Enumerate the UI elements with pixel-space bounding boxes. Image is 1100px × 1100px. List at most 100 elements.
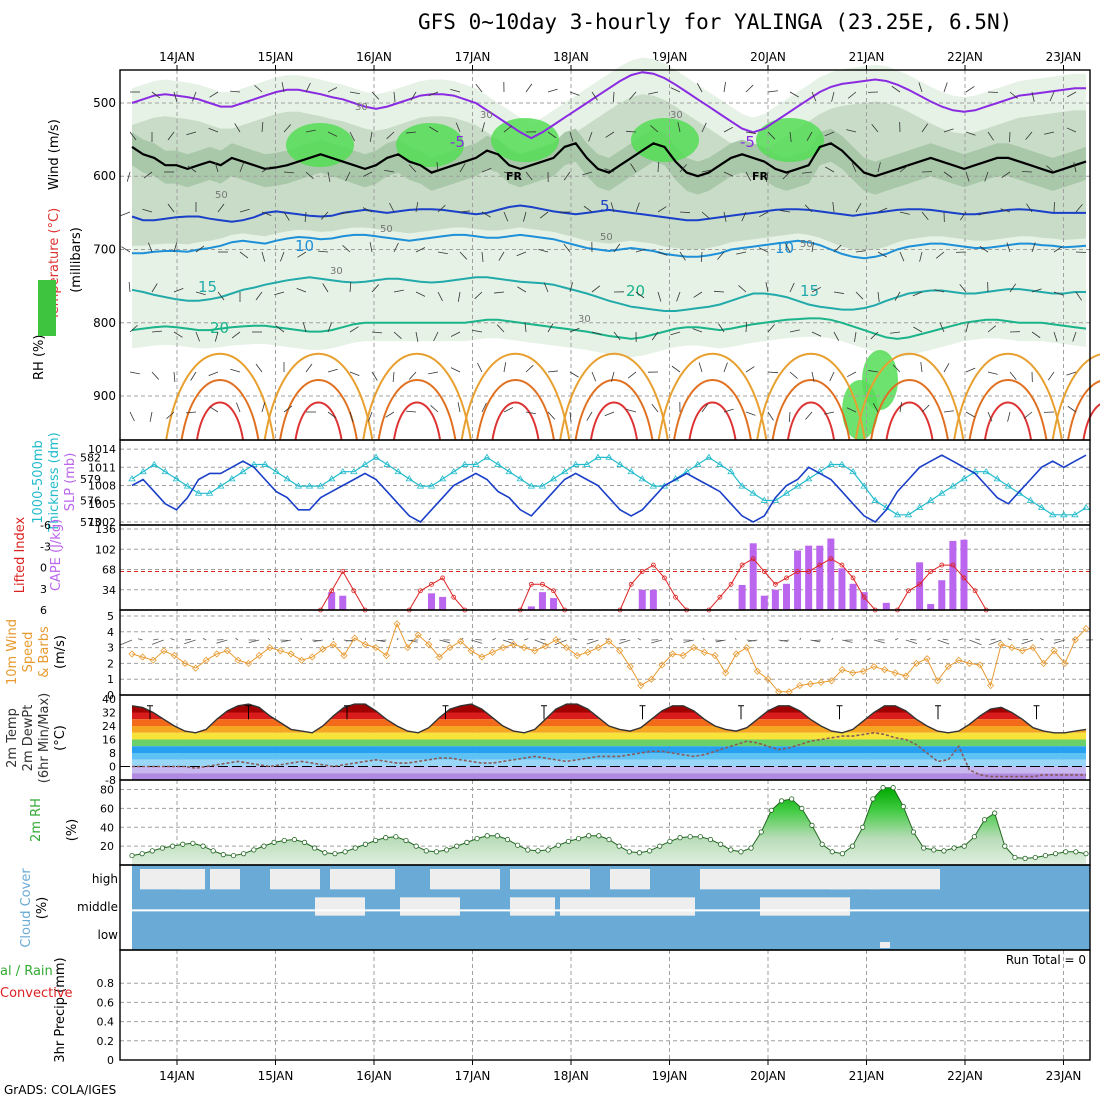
wind-barb [389,202,395,213]
wind-barb [713,290,725,293]
wind-barb [657,206,667,213]
wind-speed-point [976,661,984,669]
lifted-index-point [551,588,556,594]
wind-speed-point [1008,644,1016,652]
wind-barb [349,282,352,293]
wind-barb [481,211,491,218]
rh-high-blob [396,123,464,167]
wind-barb [393,91,396,102]
slp-ylabel-group: 1000-500mb Thickness (dm) SLP (mb) [31,432,78,532]
wind-barb [767,411,774,421]
rh-point [291,836,297,843]
wind-speed-point [1018,647,1026,655]
wind-speed-point [552,636,560,644]
wind-ylabel: 10m Wind [5,619,20,685]
wind-barb [481,251,484,262]
wind-barb [921,123,929,133]
temp-ylabel: 2m DewPt [21,705,36,772]
rh-point [931,847,937,853]
cape-ylabel: CAPE (J/kg) [49,519,64,591]
wind-barb [676,291,681,302]
lifted-index-point [817,562,823,568]
rh-point [819,841,825,847]
wind-barb [1025,131,1033,140]
thickness-point [505,467,513,475]
rh-point [372,837,379,844]
wind-barb [745,171,752,182]
wind-barb [583,205,593,213]
wind-speed-point [287,650,295,658]
wind-barb [833,331,840,342]
wind-barb [717,251,725,260]
rh-point [230,852,237,859]
wind-speed-point [828,677,836,685]
ytick-rh: 60 [100,802,114,815]
wind-barb [855,291,864,300]
wind-speed-point [637,681,645,690]
lifted-index-point [728,581,734,587]
thickness-point [649,482,658,489]
wind-speed-point [404,644,412,652]
rh-point [849,843,856,849]
wind-ylabel: (m/s) [53,635,68,669]
thickness-point [572,460,580,467]
lifted-index-point [806,569,812,574]
wind-speed-point [319,645,327,653]
wind-barb [832,202,835,213]
cloud-ylabel: Cloud Cover [19,868,34,948]
wind-barb [1006,242,1011,253]
wind-barb [239,162,244,173]
surface-temperature-arcs [165,352,1100,441]
wind-speed-point [573,651,581,660]
cape-bar [816,545,824,610]
rh-point [433,849,440,855]
wind-barb [1009,283,1017,293]
ytick-thickness: 579 [80,473,101,486]
thickness-point [560,467,569,475]
wind-barb [758,247,769,253]
cloud-gap [510,897,555,916]
wind-barb [892,364,901,373]
temperature-arc [165,352,275,441]
wind-barb [1066,371,1077,376]
rh-ylabel: RH (%) [32,335,47,380]
rh-2m-ylabel: 2m RH [29,798,44,842]
wind-barb [899,165,909,173]
wind-barb [811,371,815,382]
ytick-precip: 0 [107,1054,114,1067]
wind-speed-point [1050,647,1058,655]
wind-barb-10m [507,638,514,641]
temperature-contour-label: 15 [198,278,217,296]
wind-barb-10m [300,637,302,641]
wind-barb [371,91,380,100]
wind-speed-point [149,656,157,664]
rh-point [555,842,561,848]
wind-barb [496,324,505,333]
cloud-gap [510,869,590,890]
wind-barb [371,331,382,334]
wind-barb [437,251,448,255]
wind-barb [1073,162,1077,173]
temperature-arc [1082,403,1100,441]
wind-barb [738,285,747,293]
wind-barb [173,91,178,102]
wind-barb-10m [937,639,950,645]
ytick-li: 6 [40,604,47,617]
wind-barb-10m [975,638,981,641]
thickness-point [638,475,646,482]
wind-barb [503,125,513,133]
wind-barb [208,371,219,376]
rh-point [535,848,541,854]
temperature-contour [131,317,1087,340]
wind-speed-point [965,659,973,667]
thickness-point [749,489,757,496]
date-label-top: 19JAN [652,50,688,64]
temperature-arc [589,401,639,441]
wind-barb [450,367,461,373]
wind-barb-10m [153,638,159,641]
wind-barb [872,402,879,413]
cape-bar [794,550,802,610]
rh-point [697,834,703,840]
wind-barb [195,291,206,296]
rh-point [677,835,683,841]
